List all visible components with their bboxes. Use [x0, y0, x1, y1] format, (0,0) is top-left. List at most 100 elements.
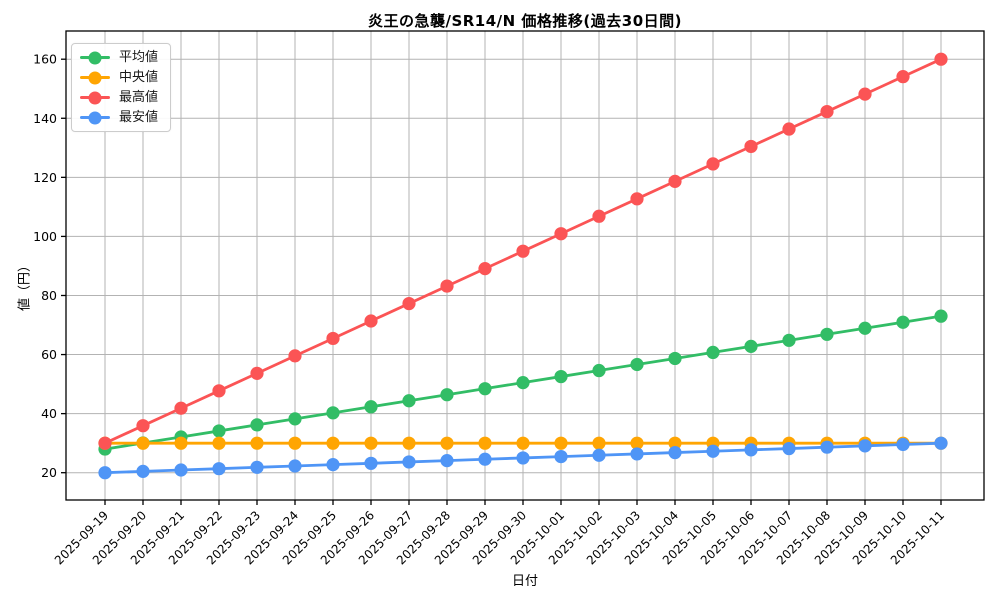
legend-label-average: 平均値 — [119, 50, 159, 65]
data-point — [288, 459, 302, 473]
data-point — [212, 436, 226, 450]
data-point — [744, 339, 758, 353]
series-平均値 — [98, 309, 948, 456]
data-point — [478, 262, 492, 276]
data-point — [706, 157, 720, 171]
data-point — [858, 87, 872, 101]
plot-border — [65, 30, 985, 501]
legend-label-median: 中央値 — [119, 70, 159, 85]
series-最安値 — [98, 436, 948, 480]
data-point — [896, 70, 910, 84]
data-point — [744, 139, 758, 154]
y-tick-label: 80 — [41, 288, 57, 303]
series-最高値 — [98, 52, 948, 450]
y-tick-label: 20 — [41, 465, 57, 480]
data-point — [174, 463, 188, 477]
legend-item-min: 最安値 — [80, 111, 158, 124]
data-point — [706, 444, 720, 458]
legend-label-min: 最安値 — [119, 110, 159, 125]
data-point — [98, 436, 112, 450]
data-point — [858, 321, 872, 335]
data-point — [896, 437, 910, 452]
data-point — [744, 443, 758, 457]
data-point — [478, 382, 492, 396]
data-point — [212, 384, 226, 398]
data-point — [174, 436, 188, 450]
data-point — [516, 244, 530, 258]
data-point — [250, 436, 264, 450]
data-point — [402, 436, 416, 450]
data-point — [820, 327, 834, 341]
data-point — [326, 458, 340, 472]
data-point — [516, 376, 530, 390]
data-point — [630, 436, 644, 450]
data-point — [136, 436, 150, 450]
y-axis-label: 値（円） — [17, 258, 33, 312]
data-point — [212, 462, 226, 476]
data-point — [934, 309, 948, 323]
data-point — [706, 345, 720, 360]
y-tick-label: 140 — [33, 111, 57, 126]
data-point — [554, 436, 568, 450]
data-point — [516, 451, 530, 465]
data-point — [820, 104, 834, 119]
data-point — [250, 418, 264, 432]
data-point — [364, 436, 378, 450]
y-tick-label: 160 — [33, 52, 57, 67]
data-point — [478, 436, 492, 450]
data-point — [250, 460, 264, 474]
data-point — [934, 436, 948, 450]
data-point — [554, 450, 568, 464]
data-point — [212, 424, 226, 438]
data-point — [630, 447, 644, 461]
y-axis: 20 40 60 80 100 120 140 160 — [33, 52, 66, 480]
data-point — [288, 412, 302, 426]
data-point — [858, 439, 872, 453]
data-point — [402, 455, 416, 469]
data-point — [782, 122, 796, 136]
data-point — [402, 296, 416, 311]
data-point — [440, 279, 454, 293]
data-point — [782, 333, 796, 347]
data-point — [554, 227, 568, 241]
data-point — [288, 436, 302, 450]
data-point — [896, 315, 910, 329]
legend-marker-min — [80, 111, 110, 124]
y-tick-label: 40 — [41, 406, 57, 421]
legend-item-average: 平均値 — [80, 51, 158, 64]
data-point — [364, 314, 378, 328]
data-point — [440, 388, 454, 402]
legend-marker-max — [80, 91, 110, 104]
data-point — [174, 401, 188, 415]
data-point — [364, 400, 378, 414]
data-point — [630, 192, 644, 206]
data-point — [478, 452, 492, 466]
legend-label-max: 最高値 — [119, 90, 159, 105]
data-point — [668, 445, 682, 460]
data-point — [326, 436, 340, 450]
data-point — [326, 331, 340, 346]
data-point — [364, 456, 378, 470]
data-point — [592, 363, 606, 378]
data-point — [136, 419, 150, 433]
legend-marker-median — [80, 71, 110, 84]
data-point — [250, 366, 264, 380]
data-point — [668, 436, 682, 450]
y-tick-label: 120 — [33, 170, 57, 185]
data-point — [326, 406, 340, 420]
data-point — [516, 436, 530, 450]
chart-title: 炎王の急襲/SR14/N 価格推移(過去30日間) — [367, 12, 683, 30]
data-point — [782, 441, 796, 456]
data-point — [440, 454, 454, 468]
data-point — [630, 357, 644, 372]
data-point — [820, 440, 834, 454]
data-point — [592, 436, 606, 450]
legend-item-median: 中央値 — [80, 71, 158, 84]
x-axis-label: 日付 — [511, 574, 538, 589]
legend-marker-average — [80, 51, 110, 64]
data-point — [668, 351, 682, 366]
y-tick-label: 60 — [41, 347, 57, 362]
x-axis: 2025-09-192025-09-202025-09-212025-09-22… — [52, 500, 947, 567]
data-point — [592, 448, 606, 462]
